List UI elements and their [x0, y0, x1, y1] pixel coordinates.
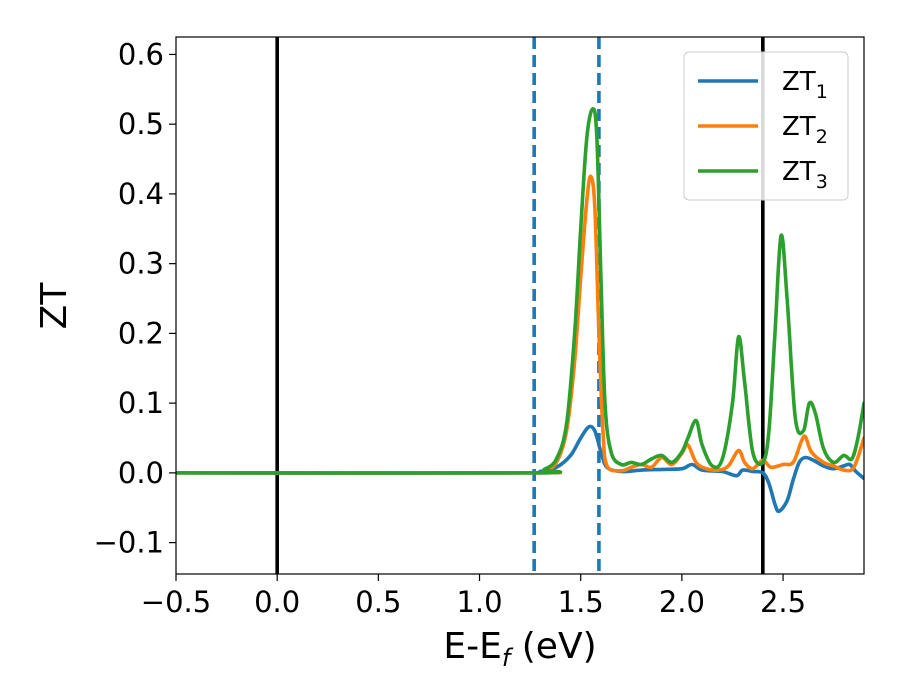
y-tick-label: 0.5	[118, 107, 164, 141]
x-tick-label: 2.5	[760, 585, 806, 619]
y-tick-label: 0.3	[118, 247, 164, 281]
x-axis: −0.5 0.0 0.5 1.0 1.5 2.0 2.5	[141, 574, 806, 619]
legend: ZT1 ZT2 ZT3	[683, 51, 849, 201]
x-tick-label: 1.5	[558, 585, 604, 619]
x-tick-label: −0.5	[141, 585, 211, 619]
legend-box	[683, 51, 849, 201]
series-layer	[176, 107, 864, 514]
legend-label-zt1: ZT1	[782, 67, 828, 103]
series-line-zt3	[176, 107, 864, 475]
x-tick-label: 0.5	[355, 585, 401, 619]
x-axis-label: E-Ef (eV)	[443, 626, 596, 672]
y-axis: −0.1 0.0 0.1 0.2 0.3 0.4 0.5 0.6	[94, 37, 176, 560]
series-line-zt1	[176, 424, 864, 514]
x-axis-label-unit: (eV)	[510, 626, 596, 667]
x-tick-label: 2.0	[659, 585, 705, 619]
plot-frame	[175, 36, 865, 575]
y-tick-label: 0.1	[118, 386, 164, 420]
y-tick-label: 0.2	[118, 316, 164, 350]
legend-label-zt3: ZT3	[782, 157, 828, 193]
x-tick-label: 1.0	[456, 585, 502, 619]
legend-label-zt2: ZT2	[782, 112, 828, 148]
x-tick-label: 0.0	[254, 585, 300, 619]
y-tick-label: 0.0	[118, 456, 164, 490]
y-tick-label: 0.6	[118, 37, 164, 71]
y-axis-label: ZT	[34, 282, 75, 330]
y-tick-label: 0.4	[118, 177, 164, 211]
y-tick-label: −0.1	[94, 526, 164, 560]
